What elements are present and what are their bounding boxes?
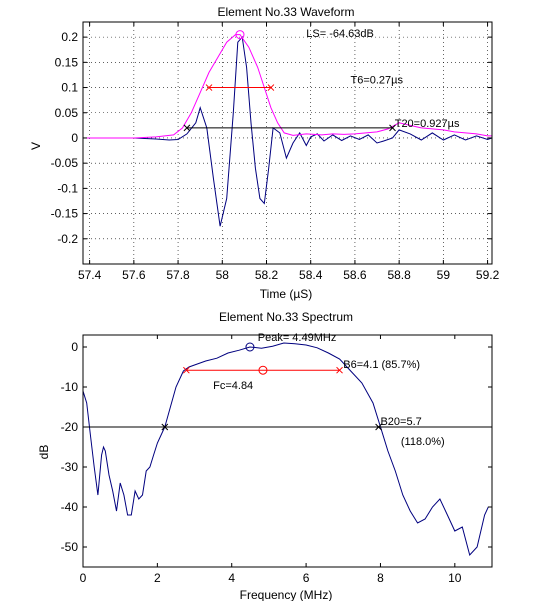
series-line xyxy=(83,35,492,227)
y-tick-label: -30 xyxy=(61,460,79,474)
circle-marker xyxy=(235,30,245,40)
y-tick-label: -50 xyxy=(61,540,79,554)
y-tick-label: -0.05 xyxy=(51,156,79,170)
x-tick-label: 0 xyxy=(80,571,87,585)
x-tick-label: 6 xyxy=(303,571,310,585)
x-tick-label: 58.6 xyxy=(343,268,367,282)
x-tick-label: 58 xyxy=(216,268,230,282)
y-tick-label: 0 xyxy=(71,340,78,354)
x-tick-label: 58.2 xyxy=(255,268,279,282)
x-marker xyxy=(205,84,213,91)
annotation: Peak= 4.49MHz xyxy=(258,332,337,344)
x-marker xyxy=(267,84,275,91)
x-marker xyxy=(336,366,343,374)
plot-area xyxy=(83,335,492,567)
x-marker xyxy=(183,124,191,132)
y-tick-label: 0.05 xyxy=(55,106,79,120)
y-tick-label: -40 xyxy=(61,500,79,514)
x-tick-label: 59 xyxy=(437,268,451,282)
x-tick-label: 8 xyxy=(377,571,384,585)
series-line xyxy=(83,342,492,557)
x-marker xyxy=(375,423,382,431)
y-tick-label: -0.15 xyxy=(51,207,79,221)
annotation: T6=0.27µs xyxy=(351,75,404,87)
x-marker xyxy=(161,423,169,431)
y-tick-label: 0.1 xyxy=(61,81,78,95)
annotation: B20=5.7 xyxy=(380,416,421,428)
waveform-plot: Element No.33 Waveform Time (µS) V 57.4 5… xyxy=(29,5,500,301)
axes-frame xyxy=(82,334,493,568)
x-tick-label: 59.2 xyxy=(476,268,500,282)
x-marker xyxy=(389,124,396,132)
x-marker xyxy=(183,366,190,374)
spectrum-plot: Element No.33 Spectrum Frequency (MHz) d… xyxy=(37,310,493,601)
axes-frame xyxy=(82,21,493,265)
annotation: LS= -64.63dB xyxy=(306,28,374,40)
spectrum-title: Element No.33 Spectrum xyxy=(219,310,353,324)
y-tick-label: -20 xyxy=(61,420,79,434)
waveform-xlabel: Time (µS) xyxy=(260,287,312,301)
spectrum-ylabel: dB xyxy=(37,445,51,460)
x-tick-label: 58.8 xyxy=(387,268,411,282)
x-tick-label: 2 xyxy=(154,571,161,585)
x-tick-label: 57.4 xyxy=(78,268,102,282)
spectrum-xlabel: Frequency (MHz) xyxy=(240,588,333,601)
x-tick-label: 57.8 xyxy=(166,268,190,282)
data-layer xyxy=(83,30,492,227)
y-tick-label: 0.2 xyxy=(61,30,78,44)
x-tick-label: 57.6 xyxy=(122,268,146,282)
annotation: T20=0.927µs xyxy=(395,118,460,130)
annotation: Fc=4.84 xyxy=(213,380,253,392)
annotation: (118.0%) xyxy=(401,436,445,448)
circle-marker xyxy=(258,365,268,375)
x-tick-label: 4 xyxy=(228,571,235,585)
x-tick-label: 10 xyxy=(448,571,462,585)
y-tick-label: -0.1 xyxy=(57,181,78,195)
waveform-ylabel: V xyxy=(29,142,43,150)
y-tick-label: -10 xyxy=(61,380,79,394)
circle-marker xyxy=(245,342,255,352)
waveform-title: Element No.33 Waveform xyxy=(218,5,355,19)
x-tick-label: 58.4 xyxy=(299,268,323,282)
annotation: B6=4.1 (85.7%) xyxy=(343,359,420,371)
plot-area xyxy=(83,22,492,264)
y-tick-label: 0 xyxy=(71,131,78,145)
series-line xyxy=(83,34,492,139)
data-layer xyxy=(83,342,492,557)
y-tick-label: -0.2 xyxy=(57,232,78,246)
y-tick-label: 0.15 xyxy=(55,55,79,69)
